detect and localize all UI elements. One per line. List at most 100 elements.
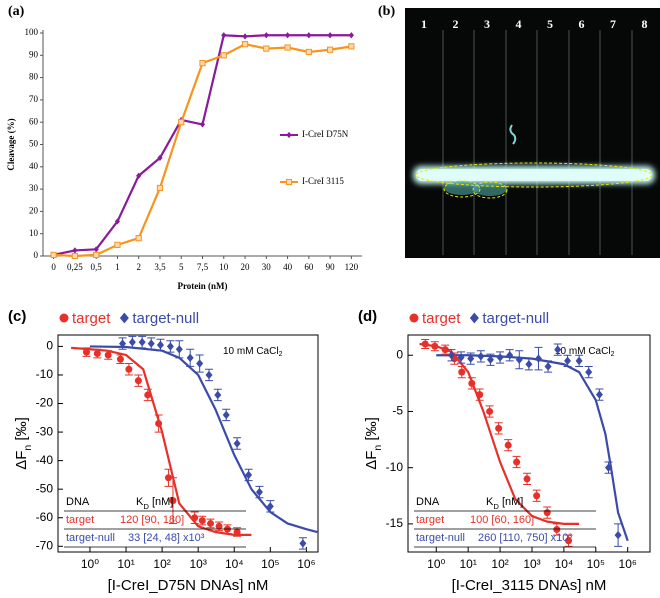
scatter-panel: (d) 0 -5 -10 -15 10⁰ 10¹ 10² 10³ 10⁴ 10⁵ 10⁶ [I-CreI… [358,308,651,594]
x-tick-label: 90 [326,262,336,272]
marker [186,353,194,363]
y-axis-label-main: ΔF [363,451,380,470]
y-axis-label: ΔFn [‰] [13,417,34,470]
marker [477,352,485,361]
legend-marker [119,312,129,324]
x-tick-label: 10⁵ [261,557,279,571]
y-tick-label: 90 [29,49,39,59]
x-tick-label: 20 [241,262,251,272]
marker [431,342,439,350]
marker [458,368,466,376]
gel-lower-band [444,181,480,195]
marker [93,350,101,358]
marker [199,60,206,67]
lane-dividers [442,30,633,255]
gel-band-core [416,169,652,181]
y-tick-label: 0 [46,339,53,353]
marker [138,337,146,347]
marker [136,172,142,179]
marker [533,492,541,500]
marker [263,45,270,52]
marker [233,439,241,448]
marker [284,32,291,39]
marker [486,407,494,415]
x-tick-label: 10⁶ [619,557,637,571]
marker [50,251,57,258]
y-tick-label: -30 [36,424,54,438]
lane-label: 2 [453,17,459,31]
table-cell: 100 [60, 160] [470,514,534,526]
y-tick-label: -10 [36,367,54,381]
y-tick-label: -5 [392,404,403,418]
marker [447,351,455,360]
gel-image [405,8,660,258]
marker [255,487,263,497]
marker [72,247,78,254]
marker [242,33,248,40]
y-axis-label-sub: n [372,445,384,451]
marker [114,218,121,225]
y-tick-label: 50 [29,139,39,149]
marker [134,377,142,385]
x-tick-label: 10⁰ [81,557,99,571]
marker [116,355,124,363]
marker [199,121,206,128]
y-axis-label-main: ΔF [13,451,30,470]
marker [495,424,503,432]
table-cell: target-null [66,532,115,544]
x-tick-label: 10² [491,557,508,571]
marker [614,530,622,540]
plot-frame [407,334,651,553]
marker [178,119,185,126]
marker [215,522,223,530]
lane-labels: 1 2 3 4 5 6 7 8 [421,17,648,31]
y-tick-label: -40 [36,453,54,467]
marker [220,52,227,59]
series-line [53,42,352,258]
y-tick-label: -10 [386,460,404,474]
panel-label: (b) [378,4,395,19]
y-axis-label: ΔFn [‰] [363,417,384,470]
marker [164,474,172,482]
y-tick-label: 100 [25,27,39,37]
y-tick-label: 40 [29,161,39,171]
marker [467,354,475,363]
marker [585,367,593,377]
marker [222,410,230,420]
panel-label: (a) [8,4,25,19]
x-tick-label: 10¹ [117,557,134,571]
legend-marker [286,131,292,139]
marker [135,235,142,242]
marker [266,502,274,511]
x-tick-label: 10⁴ [555,557,574,571]
marker [534,354,542,363]
x-tick-label: 40 [283,262,293,272]
legend-label: target [422,310,461,327]
marker [207,519,215,527]
marker [544,362,552,371]
legend-label: I-CreI 3115 [302,176,344,186]
marker [191,514,199,522]
x-tick-label: 7,5 [197,262,209,272]
x-tick-label: 30 [262,262,272,272]
y-tick-label: -15 [386,516,404,530]
marker [205,370,213,380]
legend-label: target [72,310,111,327]
marker [299,539,307,548]
marker [421,340,429,348]
marker [196,359,204,368]
y-axis-label-unit: [‰] [363,417,380,445]
marker [504,441,512,449]
y-tick-label: 70 [29,94,39,104]
marker [114,241,121,248]
panel-label: (d) [358,308,377,325]
marker [565,537,573,545]
x-tick-label: 60 [304,262,314,272]
y-tick-label: 10 [29,228,39,238]
marker [327,46,334,53]
plot-frame [57,334,319,553]
marker [284,44,291,51]
y-tick-label: -70 [36,538,54,552]
gel-artifact [509,124,517,145]
annotation-main: 10 mM CaCl [555,346,611,357]
